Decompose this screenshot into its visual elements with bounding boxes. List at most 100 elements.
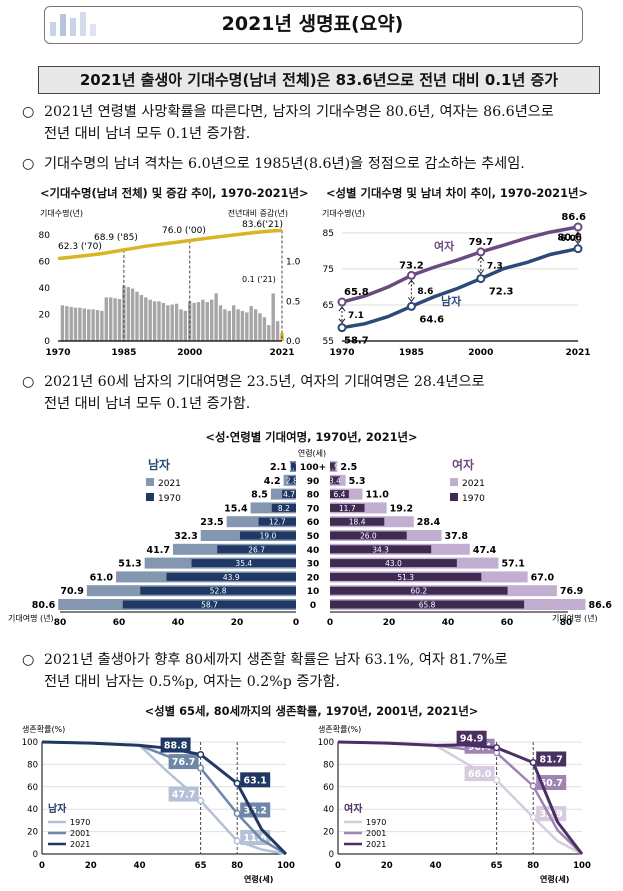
chart3-age-header: 연령(세) (298, 449, 326, 458)
chart3-age-50: 50 (307, 532, 320, 542)
chart3-label-male-1970-100+: 1.7 (288, 463, 300, 472)
chart4-xtick: 65 (195, 861, 207, 871)
chart4-point80-female-1970 (529, 813, 537, 821)
chart1-ylabel-right: 전년대비 증감(년) (228, 208, 288, 218)
chart1-bar-2006 (214, 293, 218, 341)
chart4-xtick: 0 (335, 861, 341, 871)
chart2-xtick: 1985 (399, 348, 424, 358)
chart1-bar-2004 (205, 302, 209, 341)
chart-life-expectancy-sex: 기대수명(년) 여자 남자 65.8 58.7 73.2 64.6 79.7 72.3 86… (322, 208, 591, 358)
chart1-bar-2008 (223, 309, 227, 341)
chart3-bar-male-1970-60 (258, 517, 296, 526)
chart3-label-male-2021-70: 15.4 (224, 503, 248, 514)
chart4-label-box80-male-2021 (240, 772, 271, 788)
chart3-xtick: 20 (231, 618, 244, 628)
chart4-xtick: 0 (39, 861, 45, 871)
chart3-label-male-1970-30: 35.4 (235, 559, 252, 568)
chart1-bar-1997 (174, 303, 179, 341)
bullet-mark: ○ (22, 652, 35, 668)
chart3-label-female-1970-50: 26.0 (360, 532, 377, 541)
chart1-bar-2010 (232, 305, 236, 341)
chart4-point65-male-2021 (197, 750, 205, 759)
chart4-label-box65-male-1970 (168, 786, 199, 802)
chart4-panel-label-female: 여자 (344, 802, 363, 815)
chart3-label-female-1970-90: 3.4 (329, 476, 341, 485)
chart4-label65-female-1970: 66.0 (468, 769, 492, 780)
chart3-male-legend-2021: 2021 (158, 479, 181, 489)
chart1-bar-1978 (91, 309, 95, 341)
chart3-xtick: 80 (560, 618, 573, 628)
chart3-age-100+: 100+ (300, 463, 326, 473)
chart3-label-female-2021-50: 37.8 (445, 531, 469, 542)
chart1-y2tick: 0.0 (286, 337, 301, 347)
chart3-label-male-2021-30: 51.3 (118, 559, 141, 570)
chart2-point-male-2021 (573, 244, 583, 254)
chart1-bar-1992 (152, 301, 157, 341)
chart1-bar-1985 (122, 285, 126, 341)
chart3-bar-male-1970-90 (287, 476, 296, 485)
chart4-xtick: 20 (85, 861, 97, 871)
chart4-panel-label-male: 남자 (48, 802, 67, 815)
chart3-bar-female-1970-70 (330, 503, 365, 512)
chart2-point-male-1985 (406, 301, 416, 311)
chart4-xtick: 80 (527, 861, 539, 871)
chart3-title: <성·연령별 기대여명, 1970년, 2021년> (205, 430, 418, 444)
chart4-legend-male-1970: 1970 (70, 818, 90, 827)
chart2-point-male-1970 (337, 323, 347, 333)
chart2-xtick: 2000 (468, 348, 493, 358)
chart3-bar-male-1970-80 (282, 490, 296, 499)
chart3-label-female-2021-60: 28.4 (417, 517, 441, 528)
chart1-bar-2019 (271, 293, 275, 341)
chart3-female-label: 여자 (452, 457, 474, 472)
chart4-label80-male-2001: 36.2 (243, 805, 266, 816)
chart1-bar-2002 (196, 302, 201, 341)
chart2-point-female-2000 (476, 247, 486, 257)
chart3-label-male-1970-50: 19.0 (260, 532, 277, 541)
chart3-age-40: 40 (307, 546, 320, 556)
chart2-ytick: 75 (323, 265, 334, 275)
chart1-bar-1989 (139, 295, 144, 341)
chart3-xtick: 0 (293, 618, 299, 628)
chart4-label-box65-female-1970 (464, 766, 495, 782)
chart3-label-female-2021-10: 76.9 (560, 586, 583, 597)
chart1-ann-2000: 76.0 ('00) (162, 226, 206, 236)
chart1-bar-1994 (161, 302, 166, 341)
chart3-label-female-2021-70: 19.2 (390, 503, 413, 514)
chart1-xtick: 1970 (45, 348, 70, 358)
chart1-bar-2017 (262, 317, 267, 341)
chart2-xtick: 2021 (565, 348, 590, 358)
chart3-label-male-1970-80: 4.7 (283, 490, 295, 499)
chart2-point-female-2021 (573, 222, 583, 232)
chart3-label-female-1970-40: 34.3 (372, 545, 389, 554)
chart3-female-legend-2021: 2021 (462, 479, 485, 489)
chart1-bar-2007 (218, 305, 223, 341)
chart4-label65-male-1970: 47.7 (172, 790, 195, 801)
chart1-bar-1983 (113, 298, 117, 341)
chart4-ytick: 60 (27, 783, 38, 793)
chart1-bar-1984 (117, 299, 122, 341)
chart3-label-male-1970-40: 26.7 (248, 545, 265, 554)
chart4-point80-female-2001 (529, 782, 537, 790)
chart4-xtick: 20 (381, 861, 393, 871)
chart1-ytick: 20 (39, 311, 51, 321)
chart1-bar-1972 (65, 306, 69, 341)
chart2-gap-2000: 7.3 (487, 261, 503, 271)
chart3-bar-female-1970-80 (330, 490, 349, 499)
chart3-xtick: 60 (501, 618, 514, 628)
chart3-bar-female-1970-50 (330, 531, 407, 540)
chart2-arrow-up-icon (408, 279, 415, 285)
chart1-y2tick: 1.0 (286, 258, 301, 268)
chart1-xtick: 2000 (177, 348, 202, 358)
chart1-bar-2018 (267, 325, 271, 341)
chart4-point80-female-2021 (529, 758, 537, 767)
chart-life-expectancy-age: 연령(세) 남자 여자 2021 1970 2021 1970 2.1 1.7 2.… (8, 449, 612, 628)
chart3-label-male-2021-10: 70.9 (60, 586, 83, 597)
chart3-label-male-1970-70: 8.2 (278, 504, 290, 513)
chart4m-xlabel: 연령(세) (244, 874, 273, 884)
chart2-arrow-up-icon (574, 231, 582, 237)
chart3-label-female-1970-60: 18.4 (349, 518, 366, 527)
chart3-xtick: 40 (172, 618, 185, 628)
chart1-ytick: 80 (39, 231, 51, 241)
chart1-bar-1974 (73, 307, 78, 341)
chart4-legend-male-2021: 2021 (70, 840, 90, 849)
